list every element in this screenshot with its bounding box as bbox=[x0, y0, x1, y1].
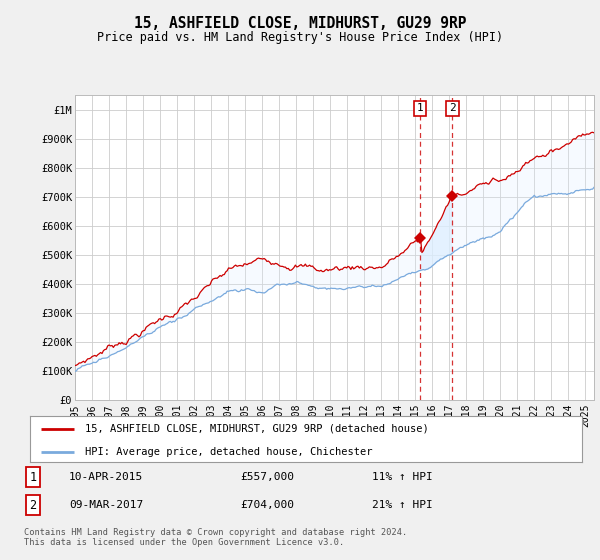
Text: 15, ASHFIELD CLOSE, MIDHURST, GU29 9RP (detached house): 15, ASHFIELD CLOSE, MIDHURST, GU29 9RP (… bbox=[85, 424, 429, 434]
Text: 2: 2 bbox=[449, 103, 456, 113]
Text: 09-MAR-2017: 09-MAR-2017 bbox=[69, 500, 143, 510]
Text: £557,000: £557,000 bbox=[240, 472, 294, 482]
Text: Price paid vs. HM Land Registry's House Price Index (HPI): Price paid vs. HM Land Registry's House … bbox=[97, 31, 503, 44]
Text: £704,000: £704,000 bbox=[240, 500, 294, 510]
Text: Contains HM Land Registry data © Crown copyright and database right 2024.
This d: Contains HM Land Registry data © Crown c… bbox=[24, 528, 407, 547]
Text: HPI: Average price, detached house, Chichester: HPI: Average price, detached house, Chic… bbox=[85, 447, 373, 457]
Text: 2: 2 bbox=[29, 498, 37, 512]
Text: 15, ASHFIELD CLOSE, MIDHURST, GU29 9RP: 15, ASHFIELD CLOSE, MIDHURST, GU29 9RP bbox=[134, 16, 466, 31]
Text: 10-APR-2015: 10-APR-2015 bbox=[69, 472, 143, 482]
Text: 1: 1 bbox=[416, 103, 423, 113]
Text: 1: 1 bbox=[29, 470, 37, 484]
Text: 21% ↑ HPI: 21% ↑ HPI bbox=[372, 500, 433, 510]
Text: 11% ↑ HPI: 11% ↑ HPI bbox=[372, 472, 433, 482]
